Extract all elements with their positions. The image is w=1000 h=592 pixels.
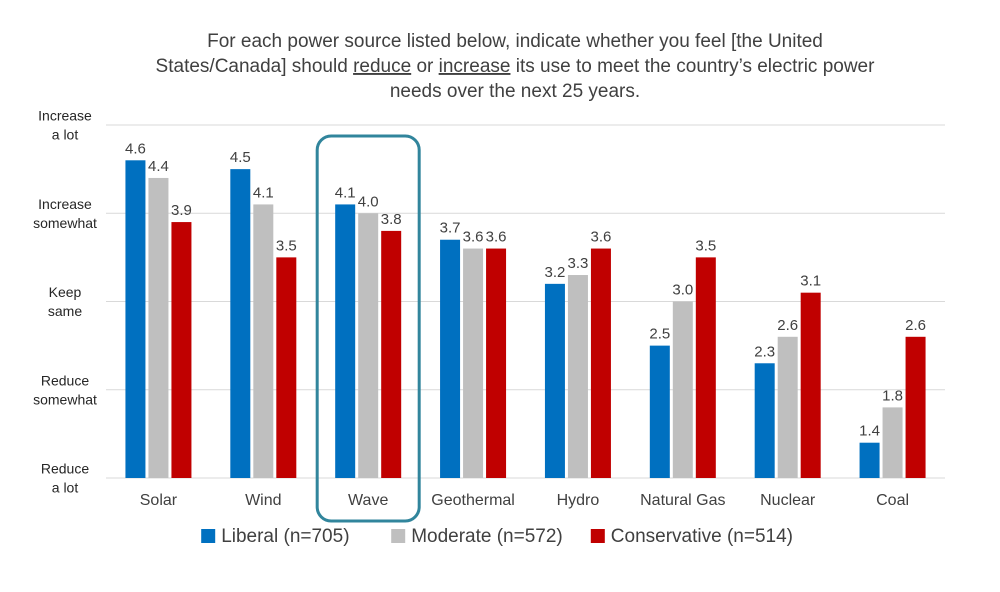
x-tick-label: Natural Gas [640,492,725,509]
x-tick-label: Wind [245,492,281,509]
y-tick-label: Increase a lot [38,108,92,143]
chart-title: For each power source listed below, indi… [156,31,876,102]
bar [754,363,775,478]
y-tick-label: Increase somewhat [33,196,97,231]
data-label: 1.8 [882,387,903,404]
y-tick-label-line: a lot [52,127,79,143]
data-label: 3.7 [440,220,461,237]
y-tick-label-line: Increase [38,108,92,124]
bar [590,248,611,478]
y-tick-label-line: a lot [52,480,79,496]
data-label: 3.0 [672,282,693,299]
title-segment: its use to meet the country’s electric p… [510,56,875,77]
data-label: 4.6 [125,140,146,157]
bar [672,301,693,478]
title-emphasis: increase [439,56,511,77]
y-tick-label-line: Keep [49,284,82,300]
bar [230,169,251,478]
data-label: 3.1 [800,273,821,290]
legend-item: Moderate (n=572) [391,526,563,547]
title-segment: needs over the next 25 years. [390,81,640,102]
legend-label: Conservative (n=514) [611,526,793,547]
data-label: 4.4 [148,158,169,175]
chart-title-line: For each power source listed below, indi… [207,31,823,52]
highlight-box [315,134,421,523]
data-label: 4.0 [358,193,379,210]
data-label: 4.5 [230,149,251,166]
bar [335,204,356,479]
bar [777,336,798,478]
title-segment: or [411,56,438,77]
bar [882,407,903,478]
bar [148,177,169,478]
legend-swatch [201,529,216,543]
data-label: 3.5 [695,237,716,254]
title-segment: For each power source listed below, indi… [207,31,823,52]
title-segment: States/Canada] should [156,56,354,77]
data-label: 1.4 [859,423,880,440]
data-label: 3.6 [463,229,484,246]
x-tick-label: Coal [876,492,909,509]
chart-title-line: needs over the next 25 years. [390,81,640,102]
data-label: 4.1 [253,184,274,201]
y-tick-label-line: Reduce [41,461,89,477]
bar [463,248,484,478]
data-label: 2.3 [754,343,775,360]
data-label: 2.6 [777,317,798,334]
data-label: 3.8 [381,211,402,228]
data-label: 4.1 [335,184,356,201]
bar [125,160,146,479]
bar [171,222,192,478]
y-tick-label-line: somewhat [33,391,97,407]
title-emphasis: reduce [353,56,411,77]
bar [695,257,716,478]
bar [358,213,379,478]
bar [276,257,297,478]
y-tick-label-line: Increase [38,196,92,212]
x-tick-label: Solar [140,492,178,509]
chart-title-line: States/Canada] should reduce or increase… [156,56,876,77]
y-tick-label: Reduce a lot [41,461,89,496]
legend-label: Liberal (n=705) [221,526,349,547]
x-tick-label: Hydro [557,492,600,509]
legend-swatch [590,529,605,543]
bar [440,239,461,478]
data-label: 2.5 [649,326,670,343]
y-tick-label: Reduce somewhat [33,372,97,407]
legend-swatch [391,529,406,543]
bar [253,204,274,479]
bar [381,230,402,478]
bar [486,248,507,478]
x-tick-label: Wave [348,492,388,509]
bar [544,283,565,478]
y-tick-label-line: same [48,303,82,319]
legend-item: Conservative (n=514) [590,526,793,547]
bar [649,345,670,478]
bar [800,292,821,478]
y-tick-label: Keep same [48,284,82,319]
data-label: 3.6 [486,229,507,246]
legend-item: Liberal (n=705) [201,526,350,547]
data-label: 2.6 [905,317,926,334]
x-tick-label: Nuclear [760,492,816,509]
bar [905,336,926,478]
data-label: 3.3 [568,255,589,272]
data-label: 3.5 [276,237,297,254]
data-label: 3.6 [591,229,612,246]
x-tick-label: Geothermal [431,492,515,509]
y-tick-label-line: somewhat [33,215,97,231]
legend-label: Moderate (n=572) [411,526,563,547]
bar [567,275,588,478]
bar [859,442,880,478]
data-label: 3.9 [171,202,192,219]
y-tick-label-line: Reduce [41,372,89,388]
data-label: 3.2 [545,264,566,281]
